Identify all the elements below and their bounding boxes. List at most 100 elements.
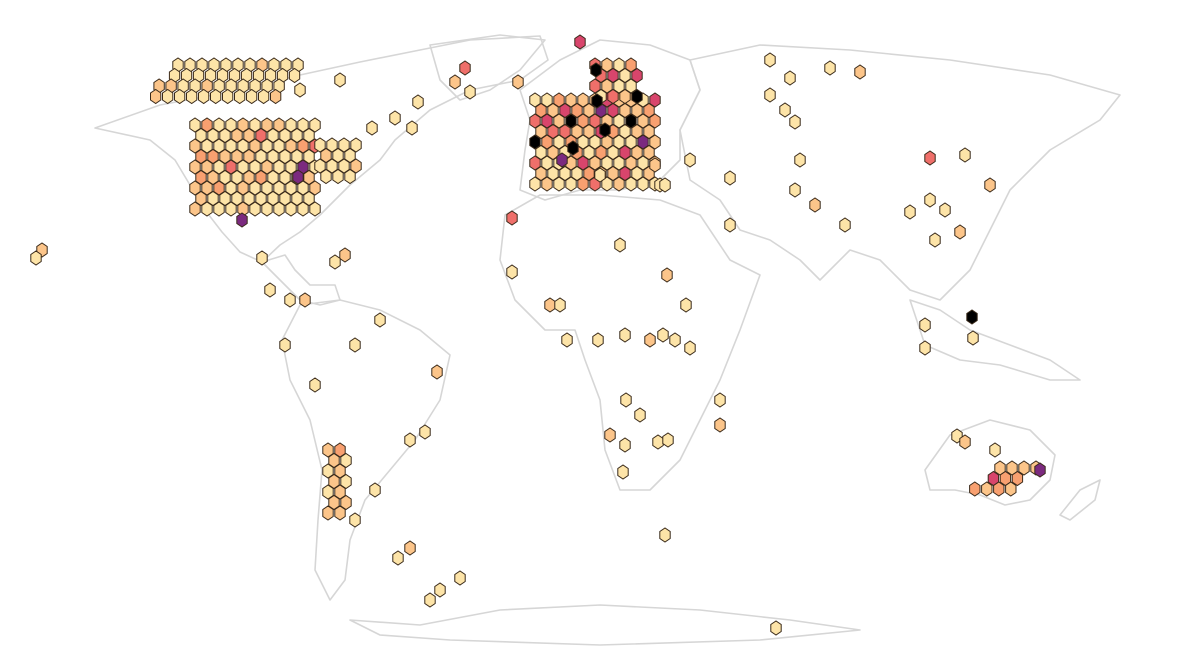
hexbin: [189, 180, 201, 196]
hexbin: [285, 201, 297, 217]
hexbin: [334, 442, 346, 458]
hexbin: [559, 102, 571, 119]
hexbin: [607, 67, 619, 84]
hexbin: [577, 92, 589, 108]
hexbin: [322, 505, 334, 521]
hexbin: [329, 254, 341, 270]
hexbin: [236, 212, 248, 228]
hexbin: [314, 137, 326, 153]
hexbin: [279, 127, 291, 144]
hexbin: [292, 169, 304, 185]
greenland: [429, 34, 546, 101]
hexbin: [291, 148, 303, 165]
hexbin: [213, 159, 225, 175]
hexbin: [201, 138, 213, 154]
south-america: [281, 299, 451, 601]
hexbin: [332, 168, 344, 185]
hexbin: [189, 117, 201, 133]
hexbin: [285, 159, 297, 175]
hexbin: [225, 159, 237, 175]
hexbin: [303, 127, 315, 144]
hexbin: [637, 176, 649, 192]
hexbin: [213, 180, 225, 196]
hexbin: [583, 123, 595, 140]
hexbin: [30, 250, 42, 266]
hexbin: [631, 123, 643, 140]
hexbin: [249, 180, 261, 196]
hexbin: [924, 150, 936, 166]
hexbin: [332, 147, 344, 164]
australia: [924, 419, 1056, 506]
hexbin: [243, 169, 255, 186]
hexbin: [264, 282, 276, 298]
hexbin: [601, 78, 613, 94]
hexbin: [577, 113, 589, 129]
hexbin: [583, 144, 595, 161]
hexbin: [207, 169, 219, 186]
hexbin: [279, 190, 291, 207]
hexbin: [684, 152, 696, 168]
hexbin: [374, 312, 386, 328]
hexbin: [637, 113, 649, 129]
hexbin: [454, 570, 466, 586]
hexbin: [984, 177, 996, 193]
hexbin: [547, 123, 559, 140]
hexbin: [201, 117, 213, 133]
hexbin: [764, 52, 776, 68]
hexbin: [506, 210, 518, 226]
hexbin: [591, 93, 603, 109]
hexbin: [554, 297, 566, 313]
hexbin: [529, 176, 541, 192]
hexbin: [553, 176, 565, 192]
hexbin: [619, 88, 631, 105]
hexbin: [652, 434, 664, 450]
hexbin: [174, 88, 186, 105]
hexbin: [328, 473, 340, 490]
hexbin: [547, 102, 559, 119]
hexbin: [261, 117, 273, 133]
hexbin: [559, 123, 571, 140]
hexbin: [789, 114, 801, 130]
hexbin: [577, 134, 589, 150]
hexbin: [631, 165, 643, 182]
hexbin: [340, 494, 352, 511]
hexbin: [320, 147, 332, 164]
hexbin: [571, 165, 583, 182]
hexbin: [684, 340, 696, 356]
hexbin: [284, 292, 296, 308]
hexbin: [724, 170, 736, 186]
hexbin: [657, 327, 669, 343]
hexbin: [714, 392, 726, 408]
hexbin: [459, 60, 471, 76]
hexbin: [291, 127, 303, 144]
hexbin: [237, 180, 249, 196]
hexbin: [219, 169, 231, 186]
hexbin: [619, 144, 631, 161]
antarctica: [349, 604, 861, 646]
hexbin: [207, 190, 219, 207]
hexbin: [267, 169, 279, 186]
hexbin: [631, 67, 643, 84]
hexbin: [258, 88, 270, 105]
hexbin: [556, 152, 568, 168]
hexbin: [649, 157, 661, 173]
hexbin: [279, 337, 291, 353]
hexbin: [273, 180, 285, 196]
hexbin: [981, 481, 993, 497]
hexbin: [344, 168, 356, 185]
hexbin: [839, 217, 851, 233]
hexbin: [339, 247, 351, 263]
hexbin: [959, 147, 971, 163]
hexbin: [225, 117, 237, 133]
hexbin: [959, 434, 971, 450]
hexbin: [565, 92, 577, 108]
hexbin: [571, 123, 583, 140]
hexbin: [619, 102, 631, 119]
hexbin: [613, 134, 625, 150]
hexbin: [231, 148, 243, 165]
hexbin: [625, 134, 637, 150]
hexbin: [279, 148, 291, 165]
hexbin: [643, 123, 655, 140]
hexbin: [222, 88, 234, 105]
hexbin: [553, 92, 565, 108]
